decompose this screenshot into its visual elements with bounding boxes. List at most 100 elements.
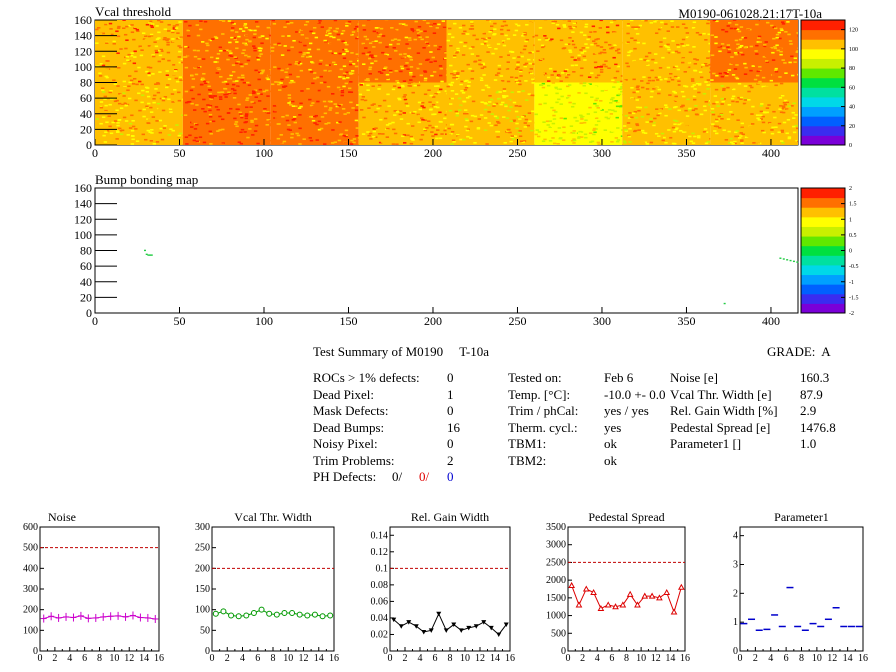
pixel [713,125,718,128]
pixel [706,57,710,59]
dead-bump-point [792,260,795,263]
pixel [528,62,533,65]
pixel [484,40,488,43]
pixel [131,138,135,141]
pixel [95,95,99,98]
pixel [757,59,761,62]
pixel [471,46,475,48]
pixel [289,22,294,24]
pixel [401,56,405,59]
pixel [700,103,705,106]
pixel [283,85,288,88]
pixel [436,129,440,131]
pixel [214,32,219,35]
pixel [412,75,416,78]
pixel [640,80,644,82]
pixel [676,68,680,71]
pixel [184,78,188,80]
pixel [694,108,698,110]
pixel [488,30,492,33]
pixel [555,92,559,95]
pixel [771,126,775,129]
pixel [566,85,570,88]
data-point [304,612,311,619]
pixel [435,143,439,145]
pixel [422,20,427,21]
pixel [389,71,393,73]
pixel [308,68,312,71]
data-point [488,625,494,631]
pixel [131,135,135,137]
pixel [556,74,561,76]
pixel [504,124,509,127]
pixel [349,81,353,83]
pixel [782,121,787,124]
y-tick-label: 0.06 [371,596,389,607]
pixel [703,109,707,112]
pixel [448,52,453,54]
pixel [711,123,715,125]
pixel [128,49,133,52]
pixel [307,48,312,51]
pixel [543,138,547,141]
pixel [305,115,310,118]
pixel [777,116,781,119]
y-tick-label: 0 [86,306,92,320]
pixel [139,46,143,49]
pixel [774,89,779,92]
pixel [154,49,158,52]
pixel [756,41,760,43]
summary-mid-label-5: TBM2: [508,452,547,468]
pixel [432,116,437,119]
pixel [668,136,673,139]
pixel [470,53,475,55]
pixel [697,83,702,86]
pixel [462,138,466,141]
pixel [241,30,246,32]
pixel [130,24,134,26]
pixel [489,85,493,87]
pixel [702,67,707,70]
pixel [767,47,772,50]
pixel [750,113,754,115]
pixel [150,71,154,74]
data-point [590,589,597,596]
pixel [194,66,198,68]
pixel [588,106,592,109]
pixel [568,51,573,53]
pixel [270,46,275,49]
pixel [433,60,437,63]
pixel [670,75,674,77]
pixel [779,82,784,85]
pixel [720,117,724,120]
pixel [600,90,605,92]
dead-bump-point [786,259,789,261]
pixel [453,79,458,82]
color-scale-band [801,207,845,218]
pixel [706,84,710,86]
pixel [288,129,292,131]
map-title: Vcal threshold [95,4,172,19]
pixel [309,104,314,107]
pixel [209,56,214,59]
pixel [732,88,736,91]
pixel [764,41,768,43]
pixel [554,86,558,89]
pixel [591,25,596,28]
pixel [677,80,681,82]
pixel [396,77,400,80]
pixel [119,107,124,109]
pixel [385,46,389,48]
pixel [184,45,188,48]
pixel [415,81,419,83]
pixel [208,104,213,107]
pixel [133,27,137,30]
pixel [657,106,661,109]
pixel [684,66,689,68]
pixel [676,26,680,28]
pixel [477,118,482,120]
pixel [413,111,417,113]
pixel [145,91,149,93]
pixel [286,128,291,131]
pixel [735,28,740,31]
